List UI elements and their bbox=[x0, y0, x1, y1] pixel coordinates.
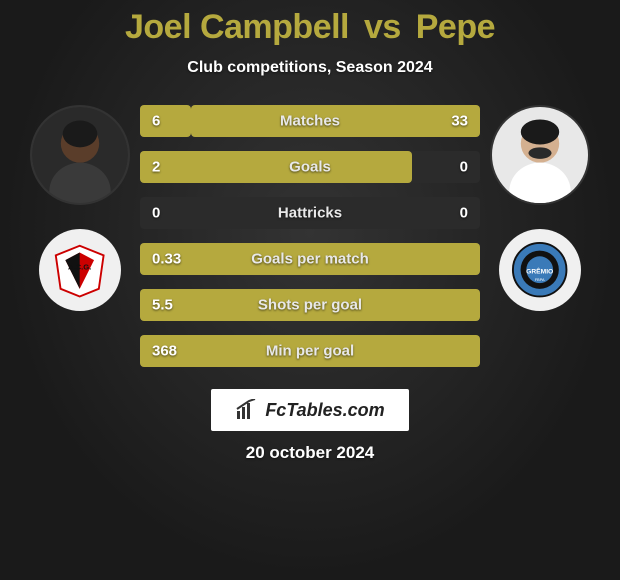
stat-value-right: 33 bbox=[451, 113, 468, 130]
stat-value-right: 0 bbox=[460, 205, 468, 222]
stat-value-right: 0 bbox=[460, 159, 468, 176]
site-attribution: FcTables.com bbox=[211, 389, 408, 431]
player-photo-icon bbox=[492, 107, 588, 203]
left-player-column: A.C.G. bbox=[20, 105, 140, 311]
player2-avatar bbox=[490, 105, 590, 205]
svg-text:FBPA: FBPA bbox=[535, 278, 545, 282]
stat-value-left: 368 bbox=[152, 343, 177, 360]
subtitle: Club competitions, Season 2024 bbox=[187, 59, 432, 77]
content-wrapper: Joel Campbell vs Pepe Club competitions,… bbox=[0, 0, 620, 580]
site-logo-icon bbox=[235, 399, 257, 421]
stat-label: Shots per goal bbox=[258, 297, 362, 314]
stat-row-goals-per-match: 0.33 Goals per match bbox=[140, 243, 480, 275]
right-player-column: GRÊMIO FBPA bbox=[480, 105, 600, 311]
stat-value-left: 5.5 bbox=[152, 297, 173, 314]
stat-row-goals: 2 Goals 0 bbox=[140, 151, 480, 183]
stat-label: Goals per match bbox=[251, 251, 369, 268]
stat-value-left: 0 bbox=[152, 205, 160, 222]
stat-row-shots-per-goal: 5.5 Shots per goal bbox=[140, 289, 480, 321]
player-photo-icon bbox=[32, 107, 128, 203]
player1-name: Joel Campbell bbox=[125, 8, 349, 46]
player2-club-crest: GRÊMIO FBPA bbox=[499, 229, 581, 311]
stat-label: Min per goal bbox=[266, 343, 354, 360]
club-crest-icon: A.C.G. bbox=[51, 241, 108, 298]
stat-bars: 6 Matches 33 2 Goals 0 0 Hattricks 0 bbox=[140, 105, 480, 367]
snapshot-date: 20 october 2024 bbox=[246, 443, 375, 463]
stat-label: Hattricks bbox=[278, 205, 342, 222]
site-name: FcTables.com bbox=[265, 400, 384, 421]
stat-bar-left bbox=[140, 151, 412, 183]
stat-bar-left bbox=[140, 105, 191, 137]
stat-value-left: 6 bbox=[152, 113, 160, 130]
stat-label: Matches bbox=[280, 113, 340, 130]
player1-club-crest: A.C.G. bbox=[39, 229, 121, 311]
stat-row-min-per-goal: 368 Min per goal bbox=[140, 335, 480, 367]
stat-value-left: 0.33 bbox=[152, 251, 181, 268]
vs-text: vs bbox=[364, 8, 401, 46]
player2-name: Pepe bbox=[416, 8, 495, 46]
player1-avatar bbox=[30, 105, 130, 205]
club-crest-icon: GRÊMIO FBPA bbox=[511, 241, 568, 298]
svg-text:GRÊMIO: GRÊMIO bbox=[526, 267, 553, 276]
comparison-row: A.C.G. 6 Matches 33 2 Goals 0 bbox=[0, 105, 620, 367]
svg-text:A.C.G.: A.C.G. bbox=[68, 263, 91, 272]
stat-label: Goals bbox=[289, 159, 331, 176]
stat-row-hattricks: 0 Hattricks 0 bbox=[140, 197, 480, 229]
page-title: Joel Campbell vs Pepe bbox=[125, 8, 495, 47]
stat-row-matches: 6 Matches 33 bbox=[140, 105, 480, 137]
stat-value-left: 2 bbox=[152, 159, 160, 176]
